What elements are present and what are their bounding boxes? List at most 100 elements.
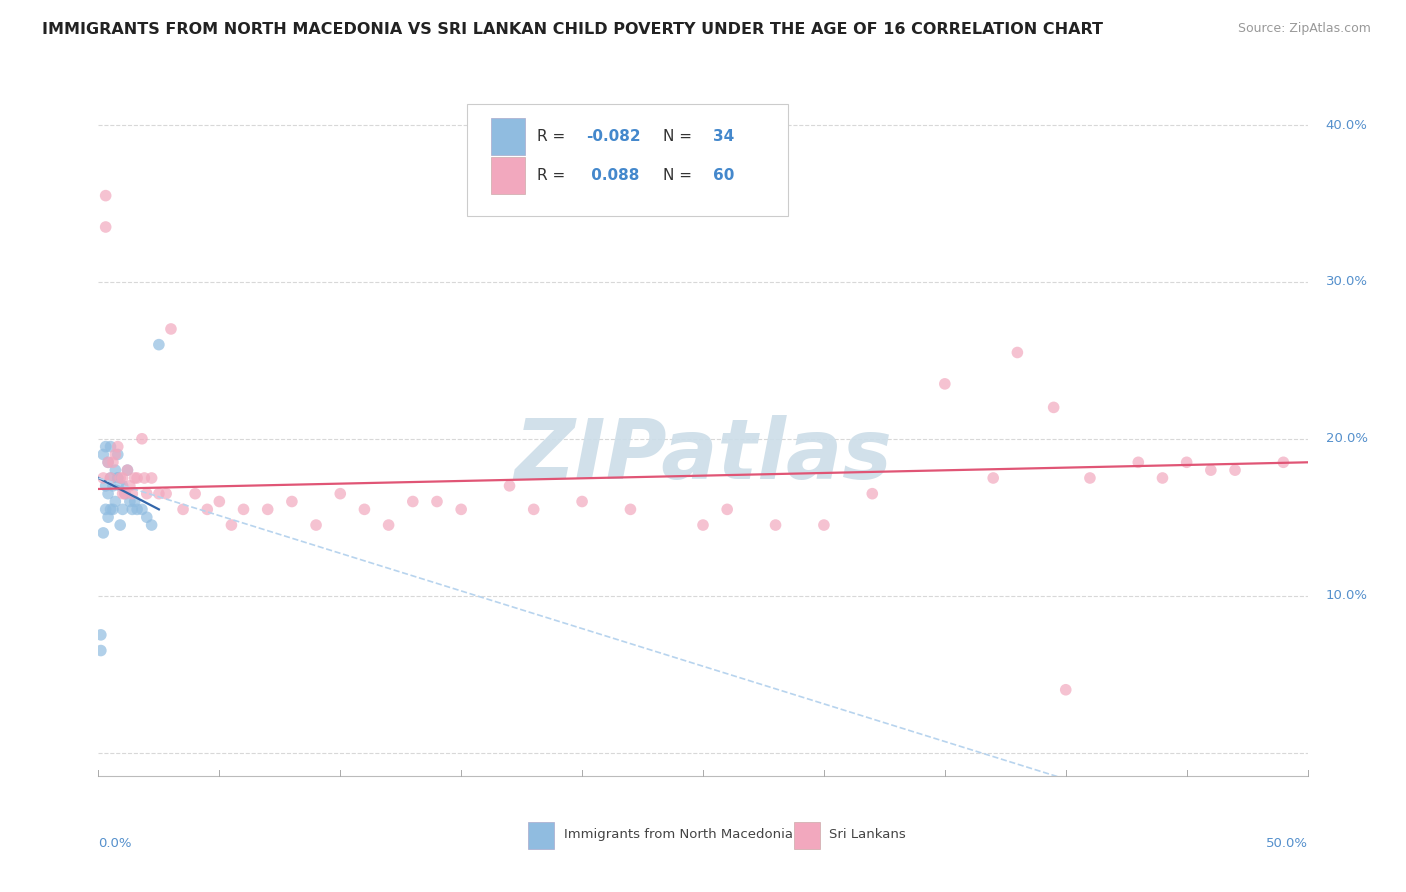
Point (498, 479, 520, 493)
Point (148, 337, 170, 351)
Point (97, 455, 120, 469)
Point (208, 494, 231, 508)
Text: R =: R = (537, 168, 571, 183)
Point (107, 440, 129, 454)
Point (108, 479, 131, 493)
Point (114, 486, 136, 500)
Point (155, 486, 177, 500)
Point (402, 494, 425, 508)
Point (1078, 471, 1101, 485)
FancyBboxPatch shape (467, 103, 787, 217)
Point (353, 502, 375, 516)
Point (523, 502, 546, 516)
Text: 20.0%: 20.0% (1326, 433, 1368, 445)
Text: IMMIGRANTS FROM NORTH MACEDONIA VS SRI LANKAN CHILD POVERTY UNDER THE AGE OF 16 : IMMIGRANTS FROM NORTH MACEDONIA VS SRI L… (42, 22, 1104, 37)
Point (100, 440, 122, 454)
Point (195, 502, 218, 516)
Point (305, 518, 328, 533)
Point (860, 486, 883, 500)
Point (108, 471, 131, 485)
Point (426, 494, 449, 508)
Point (97, 486, 120, 500)
Point (104, 463, 127, 477)
Point (571, 494, 593, 508)
Point (184, 486, 207, 500)
Point (1007, 345, 1029, 359)
Text: N =: N = (664, 129, 697, 145)
Point (141, 518, 163, 533)
Point (94, 188, 117, 202)
Point (981, 471, 1004, 485)
Point (91, 471, 114, 485)
Text: 34: 34 (713, 129, 734, 145)
Point (1223, 463, 1246, 477)
Text: Source: ZipAtlas.com: Source: ZipAtlas.com (1237, 22, 1371, 36)
Point (1272, 455, 1295, 469)
Point (101, 502, 124, 516)
Point (256, 502, 278, 516)
Point (813, 518, 835, 533)
Text: 0.0%: 0.0% (98, 838, 132, 850)
Text: -0.082: -0.082 (586, 129, 640, 145)
Point (1054, 682, 1077, 697)
Point (97, 455, 120, 469)
Text: R =: R = (537, 129, 571, 145)
Point (94, 219, 117, 234)
Text: Immigrants from North Macedonia: Immigrants from North Macedonia (564, 828, 793, 840)
Point (100, 471, 122, 485)
Point (94, 479, 117, 493)
FancyBboxPatch shape (527, 822, 554, 849)
Text: 10.0%: 10.0% (1326, 589, 1368, 602)
Point (377, 518, 399, 533)
Point (107, 471, 129, 485)
Point (281, 494, 304, 508)
Text: 30.0%: 30.0% (1326, 276, 1368, 288)
Point (1152, 471, 1174, 485)
Point (117, 463, 139, 477)
Point (114, 486, 136, 500)
Point (124, 494, 146, 508)
Point (135, 510, 157, 524)
Point (765, 518, 787, 533)
Point (1175, 455, 1198, 469)
Point (108, 518, 131, 533)
Point (148, 486, 170, 500)
Point (121, 486, 143, 500)
Point (111, 486, 134, 500)
Point (121, 502, 143, 516)
Text: N =: N = (664, 168, 697, 183)
Point (131, 502, 153, 516)
Point (619, 502, 641, 516)
Point (97, 510, 120, 524)
Point (101, 455, 124, 469)
Point (117, 463, 139, 477)
Point (329, 486, 352, 500)
Point (127, 502, 149, 516)
Point (160, 322, 183, 336)
Point (104, 447, 127, 461)
Point (1042, 401, 1064, 415)
Point (118, 494, 141, 508)
Point (111, 502, 134, 516)
Point (1199, 463, 1222, 477)
Point (135, 486, 157, 500)
Text: Sri Lankans: Sri Lankans (828, 828, 905, 840)
Text: 50.0%: 50.0% (1265, 838, 1308, 850)
Point (221, 518, 243, 533)
Point (90, 628, 112, 642)
Text: 40.0%: 40.0% (1326, 119, 1368, 131)
Point (118, 479, 141, 493)
Point (934, 376, 956, 391)
Point (100, 502, 122, 516)
Point (111, 479, 134, 493)
Point (94, 502, 117, 516)
Point (101, 479, 124, 493)
Point (111, 471, 134, 485)
Point (124, 471, 146, 485)
Point (107, 471, 129, 485)
Point (141, 471, 163, 485)
Point (172, 502, 194, 516)
Point (90, 643, 112, 657)
Point (91, 447, 114, 461)
Point (127, 471, 149, 485)
